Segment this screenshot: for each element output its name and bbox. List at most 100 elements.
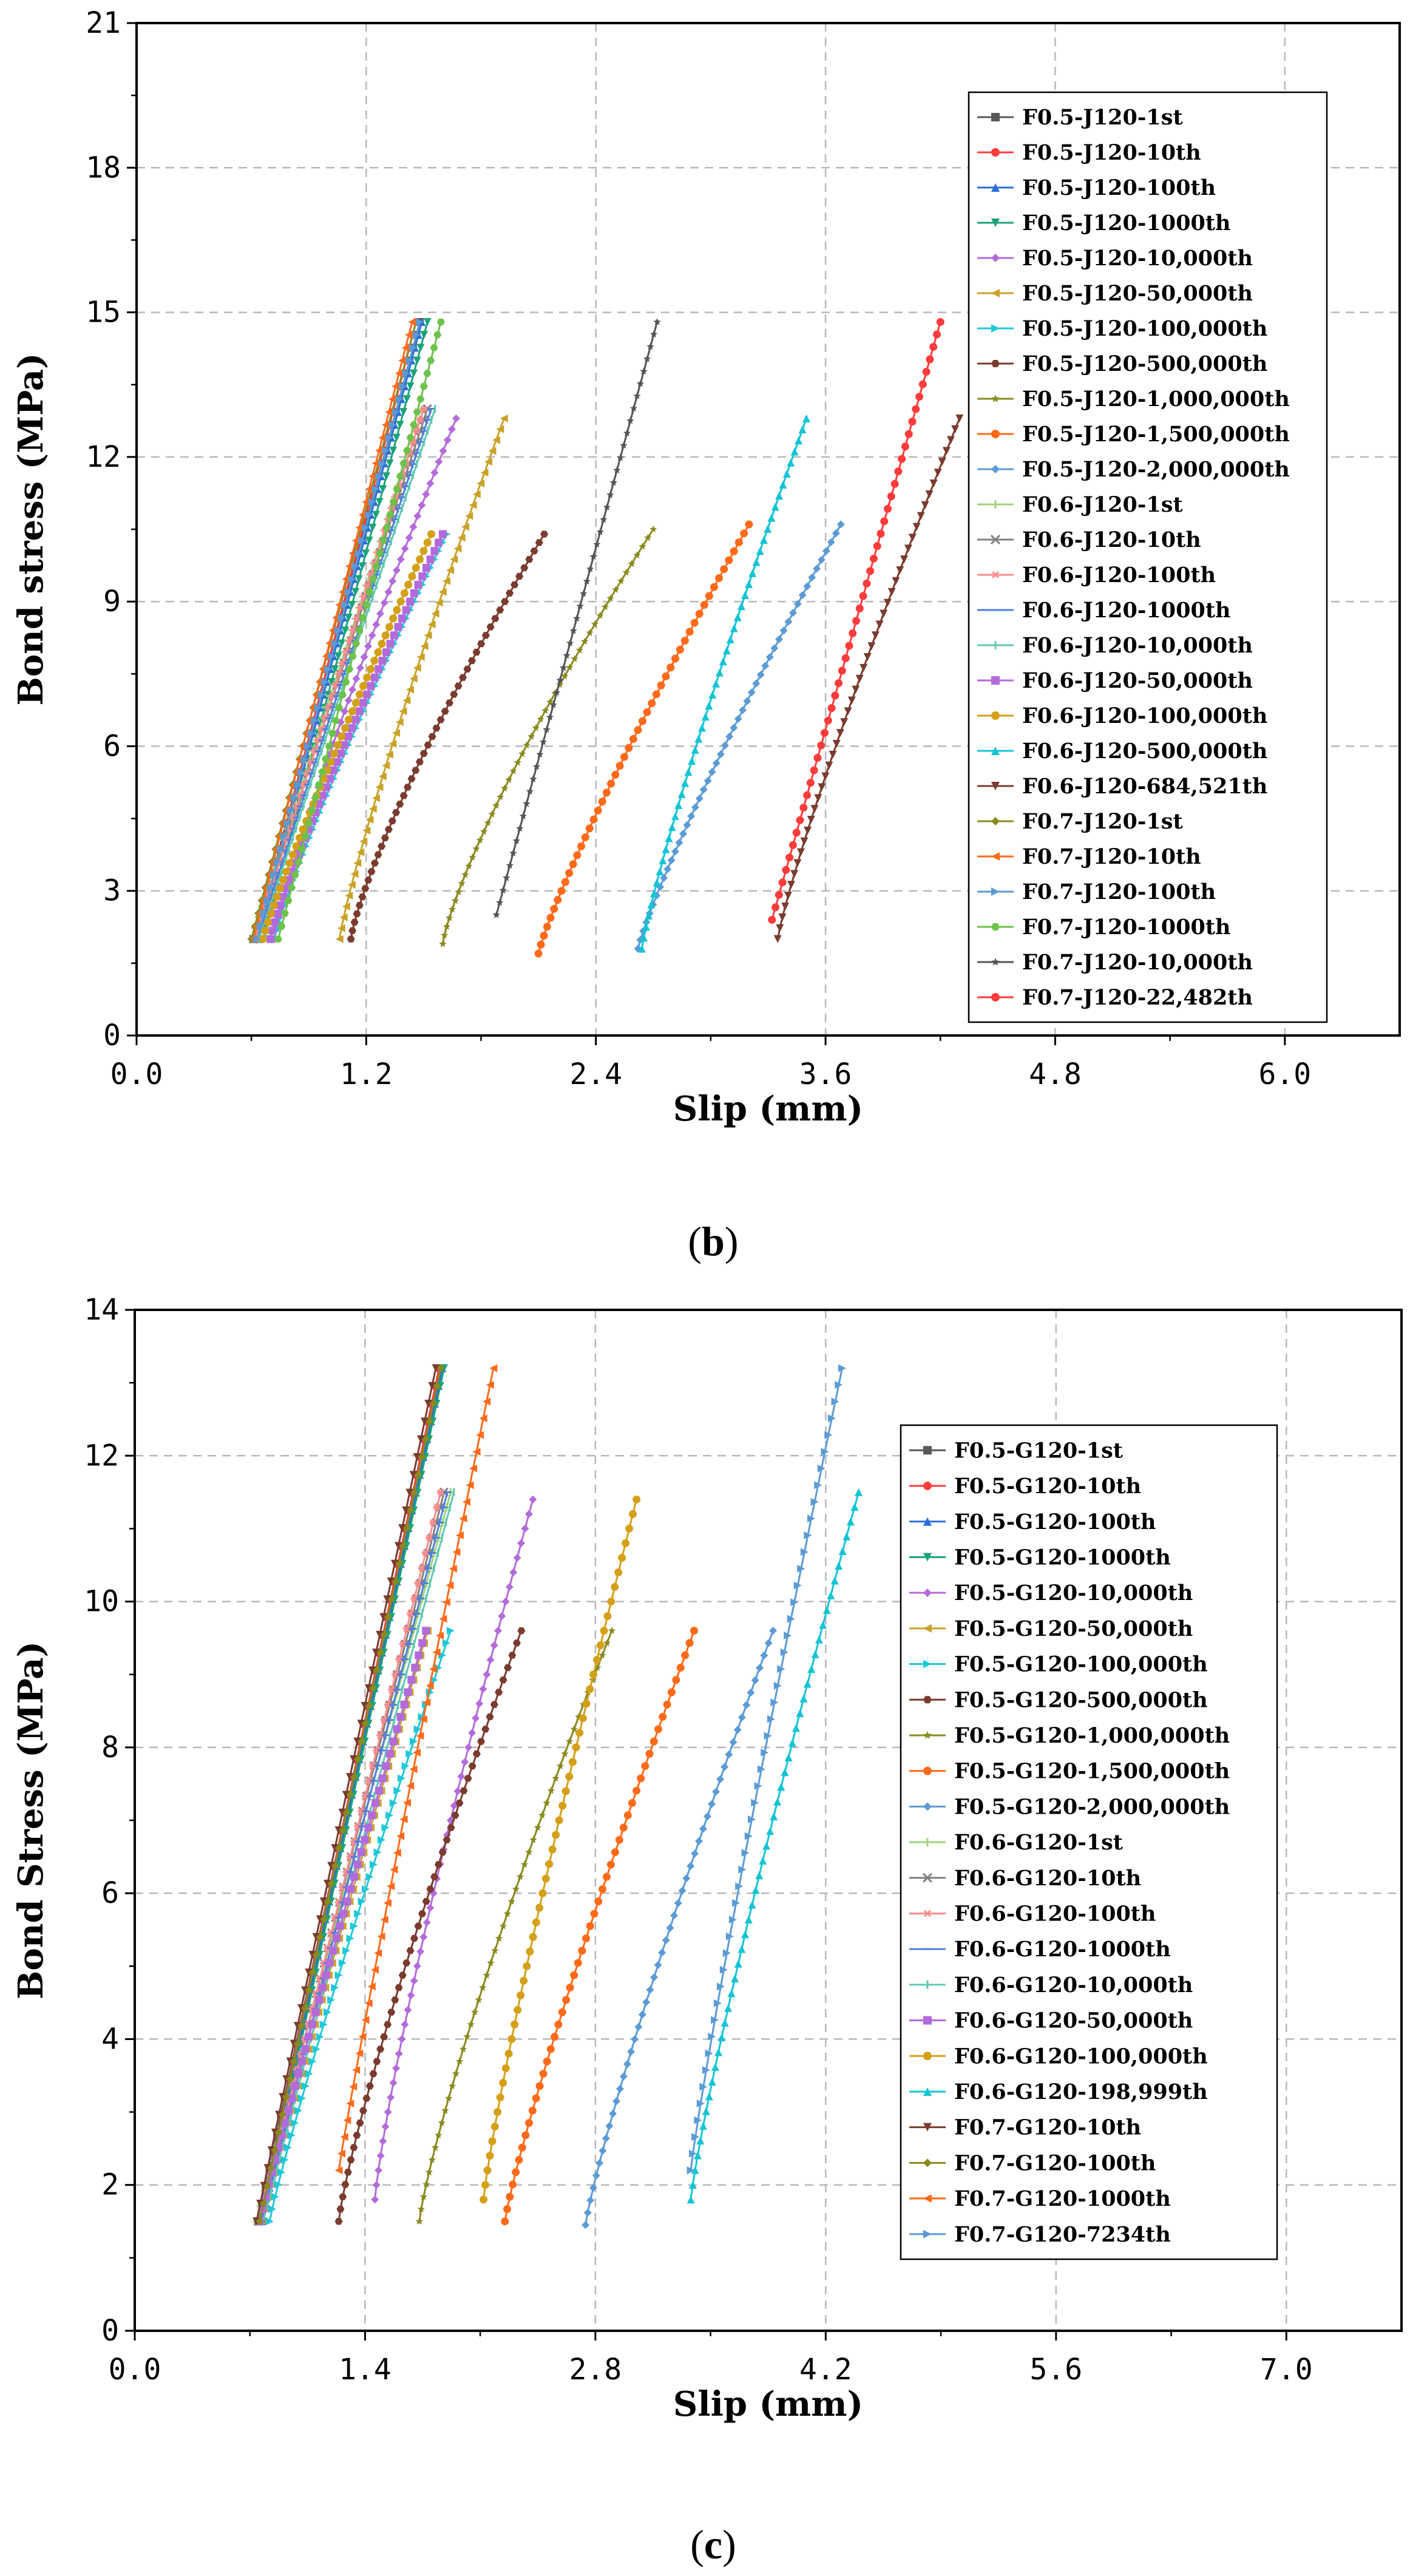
series-markers — [265, 1627, 455, 2226]
data-point — [367, 665, 375, 673]
data-point — [352, 674, 361, 683]
data-point — [312, 2045, 320, 2053]
data-point — [416, 395, 425, 403]
data-point — [796, 1709, 804, 1718]
panel-b-caption-letter: b — [702, 1218, 725, 1264]
data-point — [798, 425, 807, 434]
legend-marker — [923, 2087, 932, 2096]
data-point — [387, 2093, 395, 2102]
data-point — [266, 909, 275, 918]
data-point — [442, 1836, 451, 1843]
legend-marker — [991, 430, 1000, 438]
data-point — [278, 2110, 286, 2119]
data-point — [305, 2033, 313, 2041]
data-point — [543, 923, 551, 931]
data-point — [675, 838, 683, 847]
data-point — [335, 935, 344, 943]
series-line — [776, 418, 961, 940]
y-tick-label: 12 — [84, 1439, 119, 1473]
y-tick-label: 14 — [84, 1293, 119, 1327]
data-point — [256, 2217, 264, 2226]
data-point — [788, 841, 797, 849]
data-point — [741, 591, 750, 600]
data-point — [612, 586, 620, 593]
data-point — [679, 830, 688, 838]
data-point — [686, 2166, 695, 2175]
data-point — [561, 1749, 569, 1757]
y-tick-label: 2 — [101, 2168, 119, 2202]
data-point — [470, 2008, 479, 2016]
data-point — [699, 2083, 708, 2091]
data-point — [327, 652, 336, 660]
data-point — [788, 1738, 796, 1747]
data-point — [388, 817, 396, 825]
data-point — [308, 2057, 317, 2066]
data-point — [450, 555, 458, 564]
data-point — [535, 539, 543, 546]
data-point — [364, 1999, 373, 2007]
data-point — [382, 472, 390, 481]
data-point — [793, 600, 802, 608]
data-point — [631, 2035, 639, 2044]
data-point — [493, 2108, 502, 2117]
data-point — [699, 1825, 707, 1833]
data-point — [435, 2131, 442, 2139]
data-point — [547, 1786, 555, 1794]
legend-label: F0.5-J120-1,000,000th — [1022, 387, 1290, 412]
legend-label: F0.7-J120-10,000th — [1022, 950, 1253, 975]
data-point — [615, 762, 624, 770]
data-point — [287, 2131, 296, 2140]
data-point — [549, 700, 557, 708]
data-point — [402, 696, 411, 705]
data-point — [747, 1689, 755, 1697]
data-point — [367, 682, 375, 690]
data-point — [407, 775, 416, 782]
data-point — [389, 498, 398, 506]
data-point — [270, 870, 279, 879]
legend-label: F0.7-G120-1000th — [954, 2186, 1171, 2211]
data-point — [817, 1464, 825, 1473]
data-point — [561, 1787, 570, 1795]
data-point — [331, 639, 339, 648]
y-tick-label: 4 — [101, 2022, 119, 2056]
data-point — [379, 2137, 387, 2146]
data-point — [422, 1698, 431, 1707]
data-point — [589, 1670, 598, 1679]
data-point — [455, 888, 463, 895]
data-point — [404, 580, 413, 589]
x-tick-label: 6.0 — [1258, 1057, 1311, 1091]
series-line — [637, 524, 842, 949]
data-point — [745, 580, 753, 588]
legend-item: F0.5-G120-10,000th — [909, 1581, 1193, 1605]
data-point — [368, 472, 377, 481]
data-point — [301, 2082, 310, 2090]
data-point — [312, 1951, 320, 1959]
data-point — [501, 598, 509, 605]
data-point — [394, 623, 402, 631]
data-point — [422, 1627, 430, 1635]
data-point — [383, 1595, 391, 1604]
data-point — [334, 1844, 343, 1852]
legend-label: F0.5-G120-100,000th — [954, 1652, 1208, 1677]
data-point — [512, 2168, 520, 2177]
data-point — [341, 707, 349, 716]
data-point — [459, 2045, 467, 2053]
legend-marker — [923, 1730, 932, 1739]
data-point — [571, 654, 578, 662]
data-point — [506, 2192, 514, 2201]
data-point — [507, 2035, 516, 2043]
data-point — [334, 1826, 343, 1835]
data-point — [266, 935, 275, 943]
data-point — [880, 517, 889, 526]
series-markers — [256, 1364, 445, 2226]
data-point — [433, 1381, 441, 1390]
data-point — [590, 1910, 598, 1918]
data-point — [320, 678, 329, 686]
data-point — [515, 572, 524, 580]
series-markers — [249, 317, 416, 943]
data-point — [428, 1381, 436, 1390]
data-point — [623, 429, 631, 436]
data-point — [402, 1524, 411, 1533]
data-point — [475, 1996, 483, 2004]
data-point — [499, 1922, 507, 1930]
